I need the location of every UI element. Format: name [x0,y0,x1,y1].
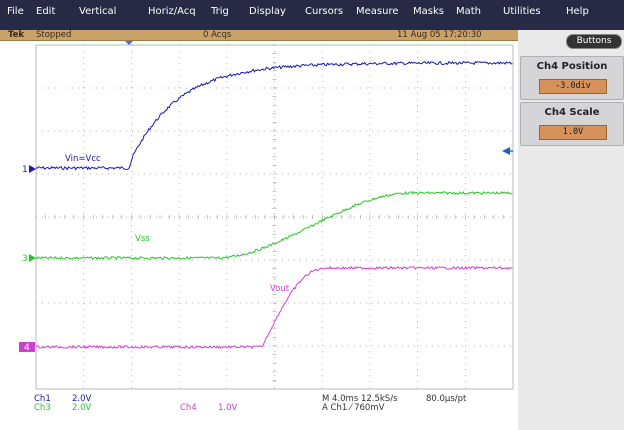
ch3-waveform [35,190,513,261]
ch4-scale-control[interactable]: Ch4 Scale 1.0V [520,102,624,146]
menu-cursors[interactable]: Cursors [305,6,344,17]
ch4-position-control[interactable]: Ch4 Position -3.0div [520,56,624,100]
menu-display[interactable]: Display [249,6,286,17]
menu-help[interactable]: Help [566,6,589,17]
menu-trig[interactable]: Trig [211,6,229,17]
ch4-position-title: Ch4 Position [536,61,608,72]
brand-label: Tek [8,30,25,40]
menu-bar: File Edit Vertical Horiz/Acq Trig Displa… [0,0,624,30]
acquisition-state: Stopped [36,30,72,40]
ch4-waveform [35,265,513,350]
menu-utilities[interactable]: Utilities [503,6,541,17]
ch4-readout-name: Ch4 [180,403,197,413]
ch4-readout-scale: 1.0V [218,403,238,413]
ch3-annotation: Vss [135,234,150,244]
menu-vertical[interactable]: Vertical [79,6,117,17]
menu-measure[interactable]: Measure [356,6,399,17]
ch4-scale-title: Ch4 Scale [544,107,600,118]
graticule-grid [35,44,514,390]
status-bar: Tek Stopped 0 Acqs 11 Aug 05 17:20:30 [0,30,518,41]
menu-file[interactable]: File [7,6,24,17]
acquisition-count: 0 Acqs [203,30,232,40]
ch4-scale-value[interactable]: 1.0V [539,125,607,140]
ch3-marker-label: 3 [22,254,28,264]
ch1-marker-arrow [29,165,36,173]
ch4-annotation: Vout [270,284,290,294]
menu-edit[interactable]: Edit [36,6,56,17]
menu-math[interactable]: Math [456,6,482,17]
graticule-background [0,41,518,392]
ch1-marker-label: 1 [22,165,28,175]
ch1-readout-name: Ch1 [34,394,51,404]
timebase-readout: M 4.0ms 12.5kS/s [322,394,398,404]
ch4-marker-box [19,342,35,352]
ch3-marker[interactable]: 3 [22,254,36,264]
menu-masks[interactable]: Masks [413,6,444,17]
ch4-position-value[interactable]: -3.0div [539,79,607,94]
ch1-annotation: Vin=Vcc [65,154,101,164]
trigger-position-marker [125,41,133,45]
date-time: 11 Aug 05 17:20:30 [397,30,482,40]
ch1-waveform [35,60,513,171]
ch4-marker[interactable]: 4 [19,342,35,353]
trigger-level-arrow [502,147,510,155]
waveform-display[interactable]: 1 3 4 Vin=Vcc Vss Vout [0,41,518,392]
ch3-readout-scale: 2.0V [72,403,92,413]
resolution-readout: 80.0µs/pt [426,394,467,404]
ch4-marker-label: 4 [24,343,30,353]
ch3-marker-arrow [29,254,36,262]
readout-area: Ch1 2.0V Ch3 2.0V Ch4 1.0V M 4.0ms 12.5k… [0,392,518,430]
ch3-readout-name: Ch3 [34,403,51,413]
ch1-readout-scale: 2.0V [72,394,92,404]
ch1-marker[interactable]: 1 [22,165,36,175]
buttons-button[interactable]: Buttons [566,34,622,49]
trigger-readout: A Ch1 ⁄ 760mV [322,403,385,413]
menu-horiz-acq[interactable]: Horiz/Acq [148,6,196,17]
